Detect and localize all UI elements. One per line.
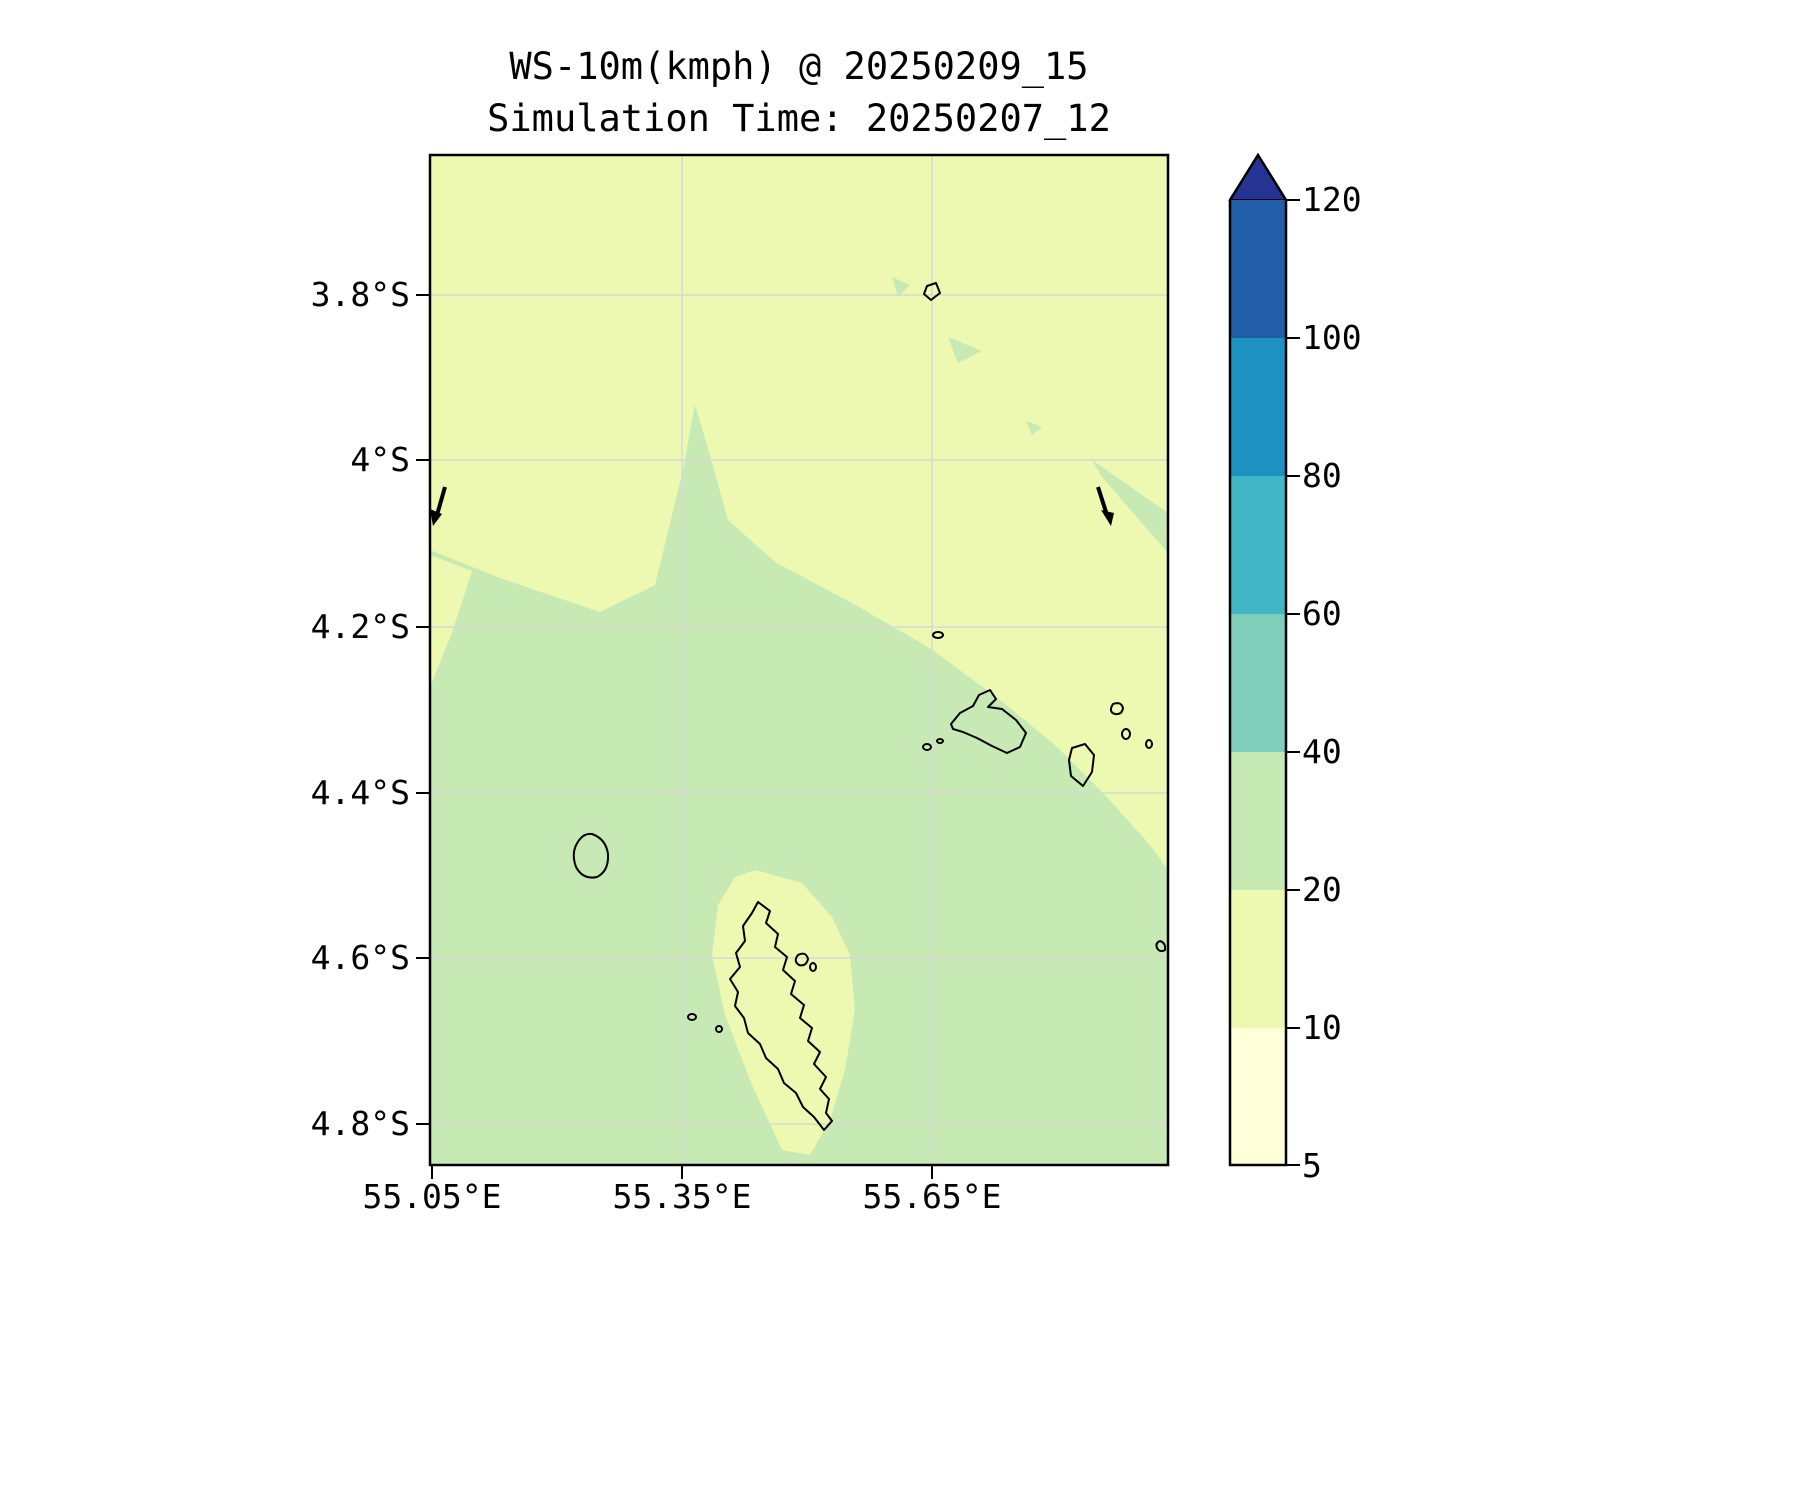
islet-coastline xyxy=(687,1013,697,1021)
contour-band-20-40-patch xyxy=(1026,421,1042,435)
colorbar-tick-label: 20 xyxy=(1302,870,1342,909)
contour-band-10-20-west-notch xyxy=(430,555,472,687)
colorbar-band-60-80 xyxy=(1230,476,1286,614)
chart-subtitle: Simulation Time: 20250207_12 xyxy=(487,97,1111,140)
plot-border xyxy=(428,153,1170,1167)
islet-coastline xyxy=(1155,940,1167,953)
island-praslin-coastline xyxy=(950,689,1027,754)
contour-band-20-40-patch xyxy=(948,337,982,363)
colorbar-band-40-60 xyxy=(1230,614,1286,752)
contour-band-20-40-patch xyxy=(892,277,910,297)
colorbar xyxy=(1228,152,1300,1167)
colorbar-band-100-120 xyxy=(1230,200,1286,338)
colorbar-extend-arrow xyxy=(1228,153,1288,201)
map-plot-area xyxy=(416,153,1170,1179)
colorbar-tick-label: 60 xyxy=(1302,594,1342,633)
island-mahe-coastline xyxy=(729,901,833,1131)
colorbar-outline xyxy=(1228,152,1288,1167)
islet-coastline xyxy=(936,738,944,744)
wind-arrow-left xyxy=(430,486,447,526)
colorbar-band-5-10 xyxy=(1230,1028,1286,1165)
contour-band-20-40-east-edge-patch xyxy=(1092,460,1168,553)
colorbar-tick-label: 120 xyxy=(1302,180,1362,219)
x-tick-label: 55.65°E xyxy=(862,1177,1002,1216)
island-silhouette-coastline xyxy=(572,832,610,879)
axis-ticks xyxy=(416,294,933,1179)
contour-band-20-40-region xyxy=(430,405,1168,1165)
islet-coastline xyxy=(922,743,932,751)
colorbar-ticks xyxy=(1286,199,1300,1166)
chart-title: WS-10m(kmph) @ 20250209_15 xyxy=(509,45,1089,88)
y-tick-label: 4.4°S xyxy=(310,773,410,812)
coastlines xyxy=(572,282,1167,1131)
colorbar-tick-label: 10 xyxy=(1302,1008,1342,1047)
colorbar-band-80-100 xyxy=(1230,338,1286,476)
y-tick-label: 4.8°S xyxy=(310,1104,410,1143)
y-tick-label: 4.2°S xyxy=(310,607,410,646)
islet-coastline xyxy=(1121,728,1131,740)
colorbar-tick-label: 80 xyxy=(1302,456,1342,495)
contour-band-10-20-pocket-around-main-island xyxy=(712,870,855,1155)
wind-arrow-right xyxy=(1096,486,1114,526)
islet-coastline xyxy=(794,952,809,967)
island-la-digue-coastline xyxy=(1068,743,1095,787)
colorbar-band-10-20 xyxy=(1230,890,1286,1028)
islet-coastline xyxy=(809,962,817,972)
x-tick-label: 55.35°E xyxy=(612,1177,752,1216)
x-tick-label: 55.05°E xyxy=(362,1177,502,1216)
islet-coastline xyxy=(923,282,941,301)
colorbar-tick-label: 40 xyxy=(1302,732,1342,771)
colorbar-tick-label: 5 xyxy=(1302,1146,1322,1185)
y-tick-label: 4.6°S xyxy=(310,938,410,977)
y-tick-label: 3.8°S xyxy=(310,275,410,314)
colorbar-band-20-40 xyxy=(1230,752,1286,890)
colorbar-tick-label: 100 xyxy=(1302,318,1362,357)
gridlines xyxy=(430,155,1168,1165)
islet-coastline xyxy=(1109,702,1124,716)
islet-coastline xyxy=(932,631,944,639)
y-tick-label: 4°S xyxy=(350,440,410,479)
islet-coastline xyxy=(715,1025,723,1033)
islet-coastline xyxy=(1145,739,1153,749)
